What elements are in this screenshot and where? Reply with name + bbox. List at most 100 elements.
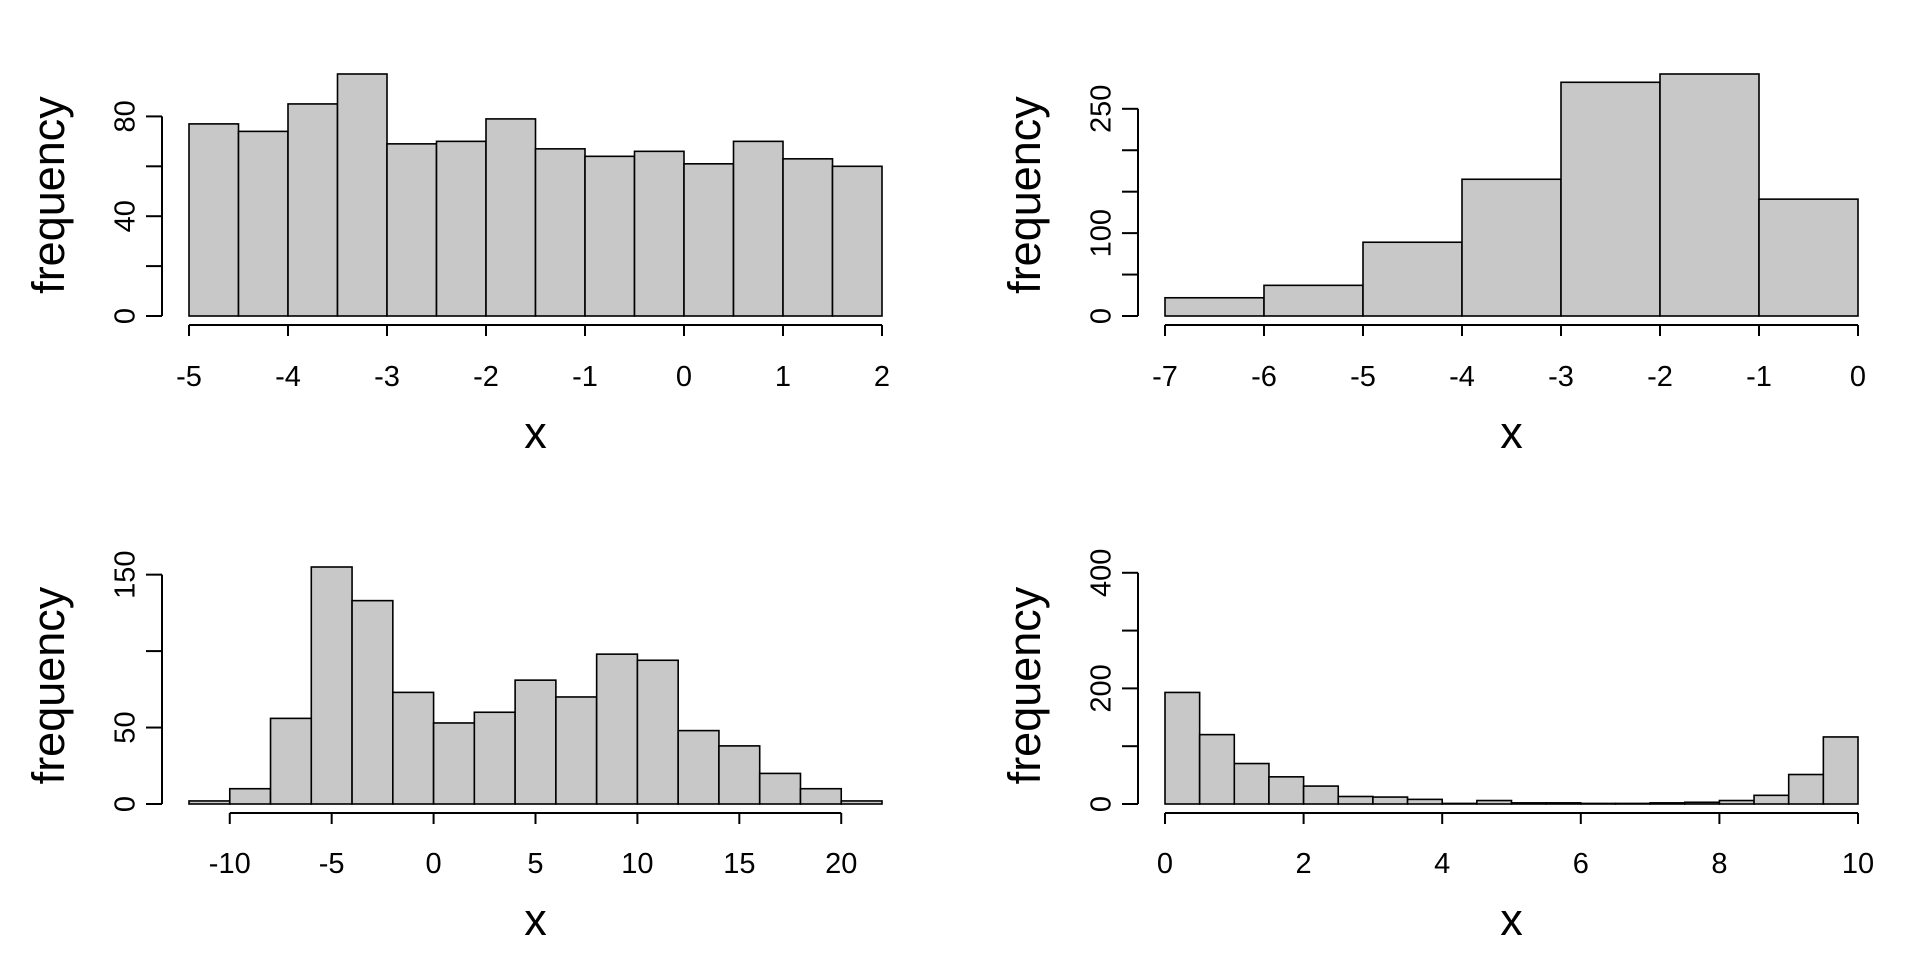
x-axis-title: x <box>524 407 547 458</box>
histogram-bar <box>840 800 883 805</box>
x-tick-label: 0 <box>1850 361 1866 393</box>
histogram-bar <box>1560 81 1661 317</box>
x-tick-label: 15 <box>723 848 755 880</box>
histogram-bar <box>1476 799 1513 805</box>
x-tick-label: -1 <box>1746 361 1772 393</box>
histogram-bar <box>555 696 598 805</box>
x-tick-label: -6 <box>1251 361 1277 393</box>
x-axis: 0 2 4 6 8 10 x <box>1157 812 1874 945</box>
histogram-panel-1: -5 -4 -3 -2 -1 0 1 2 x 0 40 80 frequency <box>23 73 890 458</box>
x-tick-label: 0 <box>1157 848 1173 880</box>
histogram-bar <box>732 140 784 317</box>
histogram-bar <box>1787 773 1825 805</box>
histogram-bar <box>1753 794 1790 805</box>
histogram-bar <box>584 155 636 317</box>
histogram-bar <box>351 599 394 805</box>
y-tick-label: 50 <box>110 711 142 743</box>
x-tick-label: -4 <box>1449 361 1475 393</box>
histogram-bar <box>1164 691 1201 805</box>
x-tick-label: 5 <box>527 848 543 880</box>
x-tick-label: -1 <box>572 361 598 393</box>
histogram-bar <box>534 148 586 317</box>
histogram-bar <box>1198 733 1236 805</box>
histogram-bar <box>1268 776 1305 805</box>
y-tick-label: 0 <box>1086 308 1118 324</box>
histogram-bar <box>473 711 516 805</box>
histogram-bar <box>514 679 557 805</box>
histogram-bar <box>392 691 435 805</box>
y-axis: 0 200 400 frequency <box>999 549 1139 812</box>
x-tick-label: 0 <box>426 848 442 880</box>
histogram-bar <box>677 729 720 805</box>
x-tick-label: -3 <box>1548 361 1574 393</box>
y-tick-label: 150 <box>110 550 142 598</box>
y-tick-label: 200 <box>1086 664 1118 712</box>
histogram-bar <box>435 140 487 317</box>
histogram-bar <box>1406 798 1444 805</box>
bars <box>1164 691 1859 805</box>
histogram-bar <box>636 659 679 805</box>
x-axis-title: x <box>1500 894 1523 945</box>
x-axis-title: x <box>524 894 547 945</box>
histogram-bar <box>758 772 802 805</box>
bars <box>188 566 883 805</box>
x-tick-label: 0 <box>676 361 692 393</box>
histogram-bar <box>310 566 353 805</box>
y-axis-title: frequency <box>23 586 74 784</box>
histogram-bar <box>1822 736 1859 805</box>
x-tick-label: -10 <box>209 848 251 880</box>
histogram-bar <box>1659 73 1760 317</box>
histogram-bar <box>718 745 761 805</box>
histogram-bar <box>1545 802 1582 805</box>
x-tick-label: -2 <box>473 361 499 393</box>
y-tick-label: 250 <box>1086 85 1118 133</box>
histogram-bar <box>1263 284 1364 317</box>
histogram-bar <box>1362 241 1463 317</box>
histogram-bar <box>595 653 639 805</box>
y-axis: 0 40 80 frequency <box>23 96 163 324</box>
x-tick-label: -5 <box>176 361 202 393</box>
x-tick-label: 10 <box>1842 848 1874 880</box>
x-tick-label: 20 <box>825 848 857 880</box>
x-axis: -5 -4 -3 -2 -1 0 1 2 x <box>176 324 890 458</box>
histogram-bar <box>188 123 240 317</box>
histogram-bar <box>1372 796 1409 805</box>
x-tick-label: -3 <box>374 361 400 393</box>
x-tick-label: -2 <box>1647 361 1673 393</box>
histogram-bar <box>386 143 438 317</box>
x-tick-label: -5 <box>319 848 345 880</box>
y-tick-label: 400 <box>1086 549 1118 597</box>
histogram-bar <box>782 158 834 317</box>
histogram-bar <box>1441 802 1478 805</box>
histogram-bar <box>1758 198 1859 317</box>
y-axis: 0 50 150 frequency <box>23 550 163 812</box>
histogram-bar <box>336 73 388 317</box>
histogram-bar <box>228 787 272 805</box>
y-tick-label: 0 <box>110 308 142 324</box>
bars <box>1164 73 1859 317</box>
histogram-panel-2: -7 -6 -5 -4 -3 -2 -1 0 x 0 100 250 frequency <box>999 73 1866 458</box>
histogram-bar <box>1580 802 1617 805</box>
x-axis: -10 -5 0 5 10 15 20 x <box>209 812 857 945</box>
histogram-bar <box>287 103 339 317</box>
histogram-panel-4: 0 2 4 6 8 10 x 0 200 400 frequency <box>999 549 1874 945</box>
histogram-bar <box>1683 801 1721 805</box>
histogram-bar <box>1718 799 1755 805</box>
histogram-bar <box>1649 802 1686 805</box>
x-tick-label: 4 <box>1434 848 1450 880</box>
histogram-bar <box>1302 785 1340 805</box>
histogram-bar <box>432 722 476 805</box>
histogram-bar <box>1461 178 1562 317</box>
histogram-bar <box>237 130 289 317</box>
histogram-bar <box>485 118 537 317</box>
histogram-bar <box>831 165 883 317</box>
y-tick-label: 0 <box>1086 796 1118 812</box>
x-axis: -7 -6 -5 -4 -3 -2 -1 0 x <box>1152 324 1866 458</box>
x-tick-label: 2 <box>1296 848 1312 880</box>
histogram-bar <box>1614 802 1651 805</box>
y-tick-label: 100 <box>1086 209 1118 257</box>
y-axis-title: frequency <box>23 96 74 294</box>
x-tick-label: 8 <box>1711 848 1727 880</box>
y-tick-label: 40 <box>110 200 142 232</box>
